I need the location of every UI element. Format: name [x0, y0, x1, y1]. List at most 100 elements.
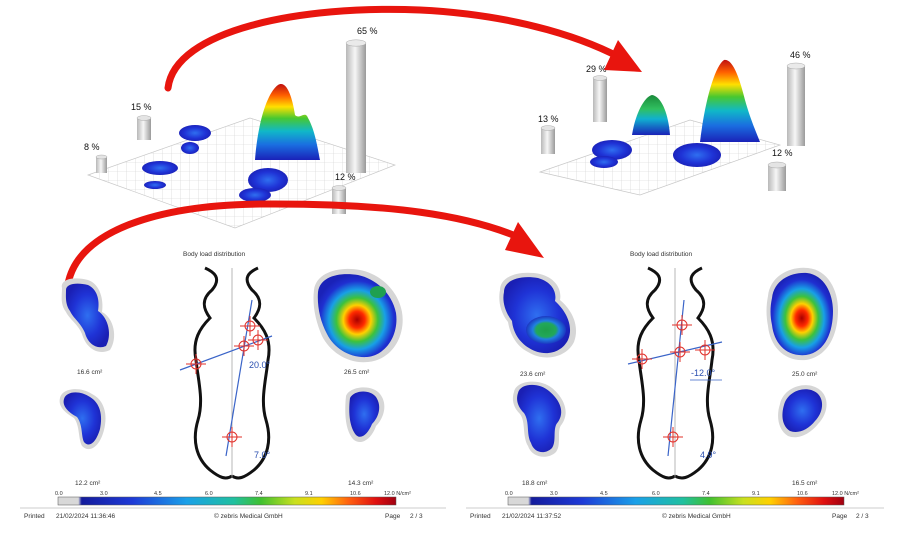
pressure-peak	[255, 84, 320, 160]
body-outline	[636, 266, 676, 480]
pressure-peak	[700, 59, 760, 143]
pressure-blob	[248, 168, 288, 192]
cop-cross-marker	[248, 330, 268, 350]
scale-tick-label: 7.4	[702, 491, 710, 497]
scale-tick-label: 10.6	[350, 491, 361, 497]
area-label: 16.6 cm²	[77, 369, 103, 376]
page-number: 2 / 3	[410, 513, 423, 520]
area-label: 23.6 cm²	[520, 371, 546, 378]
scale-tick-label: 3.0	[550, 491, 558, 497]
left-report: Body load distribution	[20, 251, 446, 520]
angle-label: 7.0°	[254, 450, 271, 460]
scale-tick-label: 0.0	[505, 491, 513, 497]
angle-label: 20.0°	[249, 360, 271, 370]
pressure-blob	[673, 143, 721, 167]
cop-cross-marker	[670, 342, 690, 362]
scale-tick-label: 3.0	[100, 491, 108, 497]
cop-axis-line	[667, 299, 685, 457]
scale-tick-label: 4.5	[154, 491, 162, 497]
pressure-blob	[592, 140, 632, 160]
percent-label: 29 %	[586, 64, 607, 74]
scale-tick-label: 6.0	[205, 491, 213, 497]
cop-cross-marker	[222, 427, 242, 447]
comparison-arrow-top	[164, 5, 632, 92]
pressure-color-scale	[57, 496, 397, 506]
body-outline	[674, 266, 715, 480]
foot-map-forefoot-right	[313, 268, 403, 363]
printed-date: 21/02/2024 11:36:46	[56, 513, 116, 520]
pressure-blob	[142, 161, 178, 175]
cop-cross-marker	[240, 316, 260, 336]
area-label: 26.5 cm²	[344, 369, 370, 376]
cop-cross-marker	[632, 349, 652, 369]
page-label: Page	[385, 513, 401, 520]
page-number: 2 / 3	[856, 513, 869, 520]
top-left-3d-plot: 8 % 15 % 65 % 12 %	[84, 26, 397, 229]
angle-label: -12.0°	[691, 368, 716, 378]
foot-map-forefoot-right	[766, 267, 838, 361]
percent-label: 12 %	[772, 148, 793, 158]
pressure-blob	[179, 125, 211, 141]
load-bar	[767, 161, 787, 191]
angle-label: 4.9°	[700, 450, 717, 460]
body-outline	[193, 266, 233, 480]
pressure-blob	[144, 181, 166, 189]
comparison-arrow-bottom-head	[505, 222, 544, 258]
comparison-arrow-bottom	[64, 200, 529, 288]
copyright: © zebris Medical GmbH	[662, 512, 731, 520]
percent-label: 15 %	[131, 102, 152, 112]
scale-tick-label: 10.6	[797, 491, 808, 497]
area-label: 18.8 cm²	[522, 480, 548, 487]
percent-label: 13 %	[538, 114, 559, 124]
scale-tick-label: 9.1	[305, 491, 313, 497]
copyright: © zebris Medical GmbH	[214, 512, 283, 520]
load-bar	[592, 75, 608, 122]
scale-tick-label: 6.0	[652, 491, 660, 497]
cop-cross-marker	[695, 340, 715, 360]
comparison-arrow-top-head	[604, 40, 642, 72]
percent-label: 8 %	[84, 142, 100, 152]
pressure-blob	[590, 156, 618, 168]
pressure-peak	[632, 95, 670, 135]
pressure-color-scale	[507, 496, 845, 506]
percent-label: 12 %	[335, 172, 356, 182]
load-bar	[786, 62, 806, 146]
percent-label: 65 %	[357, 26, 378, 36]
cop-cross-marker	[672, 315, 692, 335]
load-bar	[95, 154, 108, 173]
printed-date: 21/02/2024 11:37:52	[502, 513, 562, 520]
scale-tick-label: 12.0 N/cm²	[832, 491, 859, 497]
load-bar	[345, 39, 367, 173]
load-bar	[331, 185, 347, 214]
pressure-blob	[181, 142, 199, 154]
scale-tick-label: 9.1	[752, 491, 760, 497]
foot-map-rearfoot-left	[59, 389, 106, 450]
report-title: Body load distribution	[183, 251, 246, 258]
scale-tick-label: 7.4	[255, 491, 263, 497]
load-bar	[136, 115, 152, 140]
printed-label: Printed	[470, 513, 491, 520]
report-title: Body load distribution	[630, 251, 693, 258]
area-label: 25.0 cm²	[792, 371, 818, 378]
cop-cross-marker	[234, 336, 254, 356]
printed-label: Printed	[24, 513, 45, 520]
foot-map-rearfoot-left	[512, 381, 566, 457]
cop-cross-marker	[663, 427, 683, 447]
foot-map-forefoot-left	[499, 272, 577, 358]
foot-map-rearfoot-right	[345, 387, 385, 443]
area-label: 16.5 cm²	[792, 480, 818, 487]
right-report: Body load distribution	[466, 251, 884, 520]
page-label: Page	[832, 513, 848, 520]
percent-label: 46 %	[790, 50, 811, 60]
foot-map-forefoot-left	[61, 278, 115, 353]
scale-tick-label: 0.0	[55, 491, 63, 497]
top-right-3d-plot: 13 % 29 % 46 % 12 %	[538, 50, 811, 196]
load-bar	[540, 125, 556, 154]
cop-cross-marker	[186, 354, 206, 374]
foot-map-rearfoot-right	[778, 385, 827, 438]
area-label: 14.3 cm²	[348, 480, 374, 487]
scale-tick-label: 4.5	[600, 491, 608, 497]
area-label: 12.2 cm²	[75, 480, 101, 487]
scale-tick-label: 12.0 N/cm²	[384, 491, 411, 497]
